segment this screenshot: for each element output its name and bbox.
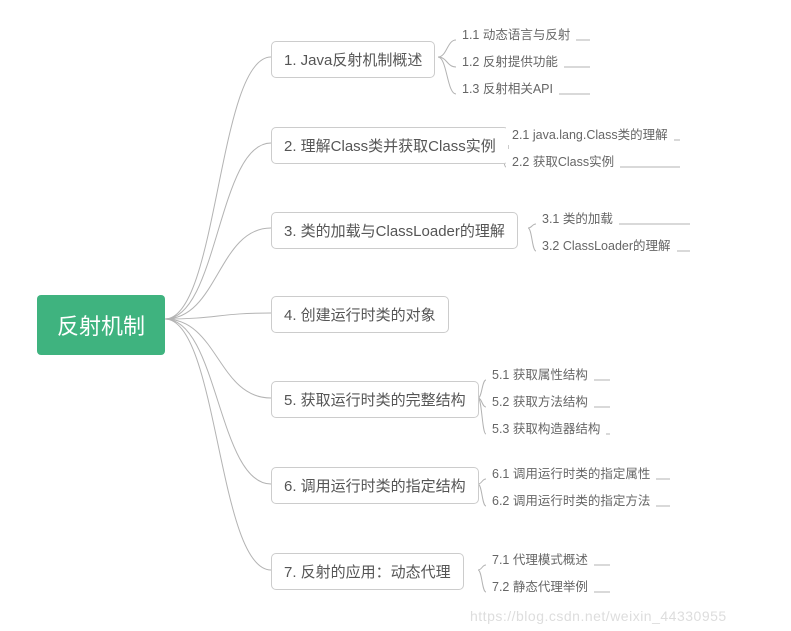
- level2-node: 5.1 获取属性结构: [486, 362, 594, 385]
- level2-node: 5.2 获取方法结构: [486, 389, 594, 412]
- level1-node: 5. 获取运行时类的完整结构: [271, 381, 479, 418]
- level2-node: 1.1 动态语言与反射: [456, 22, 576, 45]
- root-node: 反射机制: [37, 295, 165, 355]
- level2-label: 6.2 调用运行时类的指定方法: [492, 494, 650, 508]
- watermark-text: https://blog.csdn.net/weixin_44330955: [470, 608, 727, 624]
- level2-node: 1.2 反射提供功能: [456, 49, 564, 72]
- level2-node: 5.3 获取构造器结构: [486, 416, 606, 439]
- level2-label: 5.2 获取方法结构: [492, 395, 588, 409]
- level2-node: 3.1 类的加载: [536, 206, 619, 229]
- level1-label: 5. 获取运行时类的完整结构: [284, 392, 466, 409]
- level1-label: 2. 理解Class类并获取Class实例: [284, 138, 496, 155]
- level1-label: 1. Java反射机制概述: [284, 52, 422, 69]
- root-label: 反射机制: [57, 314, 145, 339]
- level1-label: 7. 反射的应用：动态代理: [284, 564, 451, 581]
- level1-label: 3. 类的加载与ClassLoader的理解: [284, 223, 505, 240]
- level2-label: 7.2 静态代理举例: [492, 580, 588, 594]
- level2-label: 1.1 动态语言与反射: [462, 28, 570, 42]
- level2-label: 2.2 获取Class实例: [512, 155, 614, 169]
- level2-label: 1.2 反射提供功能: [462, 55, 558, 69]
- level1-label: 6. 调用运行时类的指定结构: [284, 478, 466, 495]
- level1-node: 4. 创建运行时类的对象: [271, 296, 449, 333]
- level1-node: 2. 理解Class类并获取Class实例: [271, 127, 509, 164]
- level2-label: 1.3 反射相关API: [462, 82, 553, 96]
- level1-node: 1. Java反射机制概述: [271, 41, 435, 78]
- level2-label: 2.1 java.lang.Class类的理解: [512, 128, 668, 142]
- level2-label: 5.3 获取构造器结构: [492, 422, 600, 436]
- level2-node: 3.2 ClassLoader的理解: [536, 233, 677, 256]
- level2-label: 3.1 类的加载: [542, 212, 613, 226]
- level2-node: 7.2 静态代理举例: [486, 574, 594, 597]
- level1-node: 7. 反射的应用：动态代理: [271, 553, 464, 590]
- level2-label: 3.2 ClassLoader的理解: [542, 239, 671, 253]
- level2-node: 6.1 调用运行时类的指定属性: [486, 461, 656, 484]
- level2-label: 6.1 调用运行时类的指定属性: [492, 467, 650, 481]
- level1-node: 3. 类的加载与ClassLoader的理解: [271, 212, 518, 249]
- level2-node: 1.3 反射相关API: [456, 76, 559, 99]
- level2-node: 7.1 代理模式概述: [486, 547, 594, 570]
- level1-node: 6. 调用运行时类的指定结构: [271, 467, 479, 504]
- level2-node: 6.2 调用运行时类的指定方法: [486, 488, 656, 511]
- watermark: https://blog.csdn.net/weixin_44330955: [470, 608, 727, 624]
- level1-label: 4. 创建运行时类的对象: [284, 307, 436, 324]
- level2-label: 5.1 获取属性结构: [492, 368, 588, 382]
- level2-node: 2.2 获取Class实例: [506, 149, 620, 172]
- level2-node: 2.1 java.lang.Class类的理解: [506, 122, 674, 145]
- level2-label: 7.1 代理模式概述: [492, 553, 588, 567]
